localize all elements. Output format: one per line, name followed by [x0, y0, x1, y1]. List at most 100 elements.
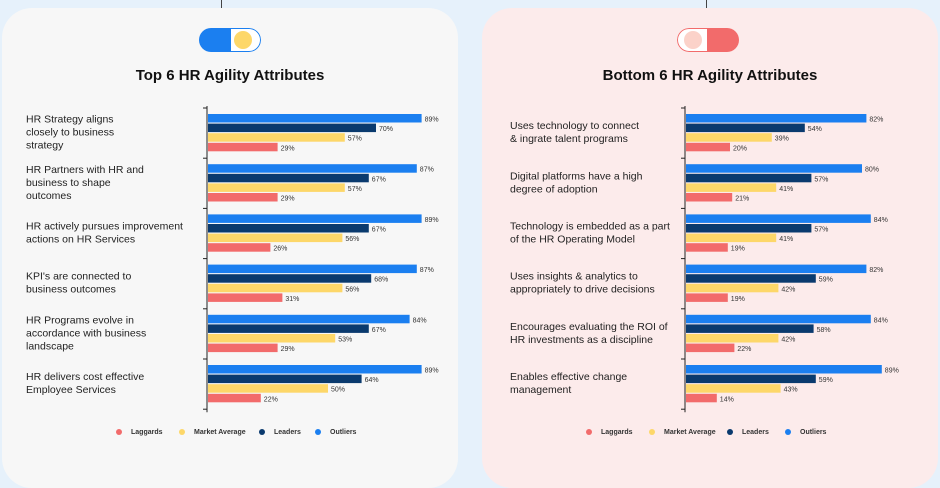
data-label-laggards-1: 20%	[733, 145, 747, 152]
legend-dot	[116, 429, 122, 436]
data-label-laggards-1: 29%	[281, 145, 295, 152]
category-label-line: HR Partners with HR and	[26, 164, 144, 176]
bar-leaders-3	[686, 224, 812, 233]
legend: Laggards Market Average Leaders Outliers	[482, 429, 938, 443]
category-label-line: KPI's are connected to	[26, 271, 131, 283]
bar-outliers-4	[686, 264, 867, 274]
category-label-line: business to shape	[26, 177, 111, 189]
category-label-6: Enables effective change management	[510, 371, 627, 396]
category-label-line: closely to business	[26, 127, 114, 139]
data-label-leaders-3: 57%	[814, 227, 828, 234]
category-label-3: Technology is embedded as a part of the H…	[510, 221, 670, 246]
data-label-leaders-1: 70%	[379, 126, 393, 133]
bar-market-average-6	[208, 384, 328, 393]
category-label-line: degree of adoption	[510, 183, 598, 195]
legend-outliers: Outliers	[785, 429, 826, 436]
bar-market-average-1	[686, 133, 772, 142]
bar-outliers-2	[686, 164, 862, 173]
bar-leaders-5	[686, 324, 814, 333]
legend-market-average: Market Average	[179, 429, 246, 436]
bar-laggards-4	[686, 293, 728, 302]
data-label-market-average-1: 39%	[775, 136, 789, 143]
data-label-laggards-3: 19%	[731, 246, 745, 253]
data-label-outliers-4: 82%	[869, 267, 883, 274]
category-label-line: accordance with business	[26, 327, 146, 339]
category-label-line: appropriately to drive decisions	[510, 284, 655, 296]
bar-laggards-5	[208, 343, 278, 353]
category-label-line: Uses insights & analytics to	[510, 271, 638, 283]
bar-outliers-3	[686, 214, 871, 223]
bar-laggards-5	[686, 343, 735, 353]
top-attributes-chart: HR Strategy aligns closely to business str…	[26, 106, 439, 413]
data-label-outliers-3: 89%	[425, 217, 439, 224]
bar-leaders-5	[208, 324, 369, 333]
data-label-outliers-4: 87%	[420, 267, 434, 274]
bar-laggards-4	[208, 293, 283, 302]
bar-market-average-6	[686, 384, 781, 393]
chart-title: Top 6 HR Agility Attributes	[135, 67, 325, 84]
data-label-outliers-2: 80%	[865, 167, 879, 174]
bar-laggards-3	[208, 243, 271, 252]
category-label-1: HR Strategy aligns closely to business str…	[26, 114, 114, 152]
legend-outliers: Outliers	[315, 429, 356, 436]
pill-badge-icon	[199, 28, 261, 52]
bar-market-average-4	[208, 283, 343, 293]
data-label-outliers-6: 89%	[425, 368, 439, 375]
data-label-leaders-3: 67%	[372, 227, 386, 234]
bar-leaders-2	[686, 173, 812, 183]
bottom-attributes-panel: Bottom 6 HR Agility Attributes Uses tech…	[482, 8, 938, 488]
category-label-line: management	[510, 384, 571, 396]
data-label-outliers-1: 89%	[425, 117, 439, 124]
category-label-5: Encourages evaluating the ROI of HR inves…	[510, 321, 668, 346]
category-label-line: HR investments as a discipline	[510, 334, 653, 346]
data-label-laggards-4: 19%	[731, 296, 745, 303]
data-label-market-average-1: 57%	[348, 136, 362, 143]
category-label-1: Uses technology to connect & ingrate tale…	[510, 120, 639, 145]
category-label-line: Digital platforms have a high	[510, 170, 643, 182]
data-label-outliers-5: 84%	[874, 317, 888, 324]
legend-dot	[315, 429, 321, 436]
bar-outliers-1	[686, 114, 867, 123]
legend-dot	[586, 429, 592, 436]
data-label-leaders-2: 57%	[814, 176, 828, 183]
bar-laggards-6	[686, 393, 717, 403]
category-label-2: HR Partners with HR and business to shape…	[26, 164, 144, 202]
data-label-laggards-6: 22%	[264, 396, 278, 403]
bar-outliers-2	[208, 164, 417, 173]
data-label-outliers-3: 84%	[874, 217, 888, 224]
bar-laggards-2	[208, 193, 278, 202]
category-label-line: HR delivers cost effective	[26, 371, 144, 383]
data-label-laggards-5: 22%	[737, 346, 751, 353]
data-label-laggards-2: 29%	[281, 196, 295, 203]
legend-dot	[649, 429, 655, 436]
category-label-line: of the HR Operating Model	[510, 234, 635, 246]
data-label-laggards-6: 14%	[720, 396, 734, 403]
bar-leaders-3	[208, 224, 369, 233]
chart-title: Bottom 6 HR Agility Attributes	[602, 67, 818, 84]
data-label-market-average-6: 43%	[784, 387, 798, 394]
bar-leaders-4	[686, 274, 816, 283]
legend-laggards: Laggards	[586, 429, 633, 436]
bottom-attributes-chart: Uses technology to connect & ingrate tale…	[510, 106, 899, 413]
legend-market-average: Market Average	[649, 429, 716, 436]
data-label-laggards-4: 31%	[285, 296, 299, 303]
data-label-leaders-1: 54%	[808, 126, 822, 133]
category-label-line: actions on HR Services	[26, 234, 135, 246]
category-label-line: Employee Services	[26, 384, 116, 396]
category-label-4: Uses insights & analytics to appropriatel…	[510, 271, 655, 296]
category-label-line: & ingrate talent programs	[510, 133, 628, 145]
category-label-4: KPI's are connected to business outcomes	[26, 271, 131, 296]
bar-leaders-1	[208, 123, 376, 133]
category-label-line: HR actively pursues improvement	[26, 221, 183, 233]
top-attributes-panel: Top 6 HR Agility Attributes HR Strategy …	[2, 8, 458, 488]
data-label-market-average-6: 50%	[331, 387, 345, 394]
bar-laggards-3	[686, 243, 728, 252]
bar-leaders-1	[686, 123, 805, 133]
bar-market-average-4	[686, 283, 779, 293]
bar-outliers-5	[208, 314, 410, 324]
data-label-leaders-6: 59%	[819, 377, 833, 384]
bar-market-average-2	[208, 183, 345, 192]
category-label-line: Uses technology to connect	[510, 120, 639, 132]
bar-market-average-5	[686, 334, 779, 343]
bar-market-average-3	[686, 233, 777, 243]
